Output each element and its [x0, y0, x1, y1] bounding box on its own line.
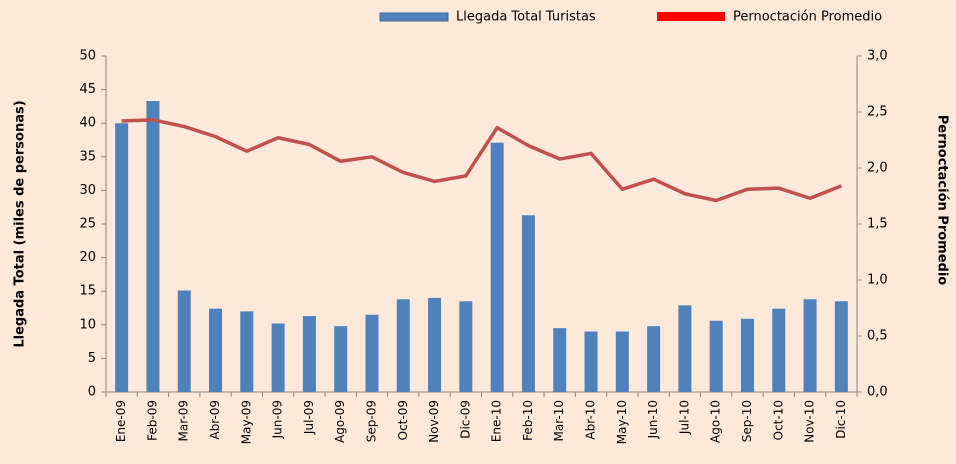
x-tick-label: Nov-10: [803, 400, 817, 443]
y2-tick-label: 2,5: [867, 105, 888, 120]
x-tick-label: Abr-09: [208, 400, 222, 440]
bar: [115, 123, 129, 392]
x-tick-label: Mar-10: [552, 400, 566, 441]
x-tick-label: Ago-09: [333, 400, 347, 443]
y-tick-label: 40: [79, 116, 96, 131]
legend-swatch: [379, 12, 449, 22]
legend-label: Llegada Total Turistas: [456, 10, 596, 25]
bar: [834, 301, 848, 392]
legend-label: Pernoctación Promedio: [733, 10, 882, 25]
x-tick-label: Dic-09: [458, 400, 472, 439]
y2-tick-label: 2,0: [867, 161, 888, 176]
x-tick-label: Sep-10: [740, 400, 754, 442]
y2-axis-title: Pernoctación Promedio: [935, 115, 950, 286]
bar: [647, 326, 661, 392]
bar: [365, 314, 379, 392]
bar: [302, 316, 316, 392]
bar: [490, 142, 504, 392]
x-tick-label: Jul-09: [302, 400, 316, 435]
x-tick-label: May-10: [615, 400, 629, 444]
x-tick-label: Dic-10: [834, 400, 848, 439]
y-tick-label: 45: [79, 82, 96, 97]
x-tick-label: Feb-10: [521, 400, 535, 441]
x-tick-label: Nov-09: [427, 400, 441, 443]
bar: [615, 331, 629, 392]
y-axis-title: Llegada Total (miles de personas): [13, 100, 28, 347]
x-tick-label: May-09: [239, 400, 253, 444]
bar: [740, 318, 754, 392]
bar: [240, 311, 254, 392]
x-tick-label: Ago-10: [709, 400, 723, 443]
x-tick-label: Ene-10: [490, 400, 504, 442]
y-tick-label: 25: [79, 217, 96, 232]
x-tick-label: Ene-09: [114, 400, 128, 442]
x-tick-label: Feb-09: [145, 400, 159, 441]
bar: [146, 101, 160, 393]
bar: [678, 305, 692, 392]
y2-tick-label: 0,5: [867, 329, 888, 344]
y-tick-label: 0: [88, 385, 96, 400]
x-tick-label: Jun-09: [271, 400, 285, 439]
y2-tick-label: 1,0: [867, 273, 888, 288]
bar: [803, 299, 817, 392]
y-tick-label: 35: [79, 149, 96, 164]
x-tick-label: Oct-09: [396, 400, 410, 440]
bar: [271, 323, 285, 392]
bar: [521, 215, 535, 392]
x-tick-label: Jun-10: [646, 400, 660, 439]
y-tick-label: 20: [79, 250, 96, 265]
y-tick-label: 10: [79, 317, 96, 332]
x-tick-label: Oct-10: [771, 400, 785, 440]
x-tick-label: Jul-10: [677, 400, 691, 435]
bar: [334, 326, 348, 392]
bar: [428, 297, 442, 392]
bar: [396, 299, 410, 392]
y-tick-label: 15: [79, 284, 96, 299]
bar: [772, 308, 786, 392]
y2-tick-label: 1,5: [867, 217, 888, 232]
bar: [553, 328, 567, 392]
legend-swatch: [657, 12, 725, 21]
bar: [584, 331, 598, 392]
y2-tick-label: 0,0: [867, 385, 888, 400]
y-tick-label: 50: [79, 49, 96, 64]
bar: [459, 301, 473, 392]
line: [121, 118, 842, 203]
y-tick-label: 5: [88, 351, 96, 366]
y2-tick-label: 3,0: [867, 49, 888, 64]
x-tick-label: Mar-09: [177, 400, 191, 441]
bar: [709, 320, 723, 392]
bar: [209, 308, 223, 392]
x-tick-label: Abr-10: [584, 400, 598, 440]
bar: [177, 290, 191, 392]
x-tick-label: Sep-09: [364, 400, 378, 442]
y-tick-label: 30: [79, 183, 96, 198]
